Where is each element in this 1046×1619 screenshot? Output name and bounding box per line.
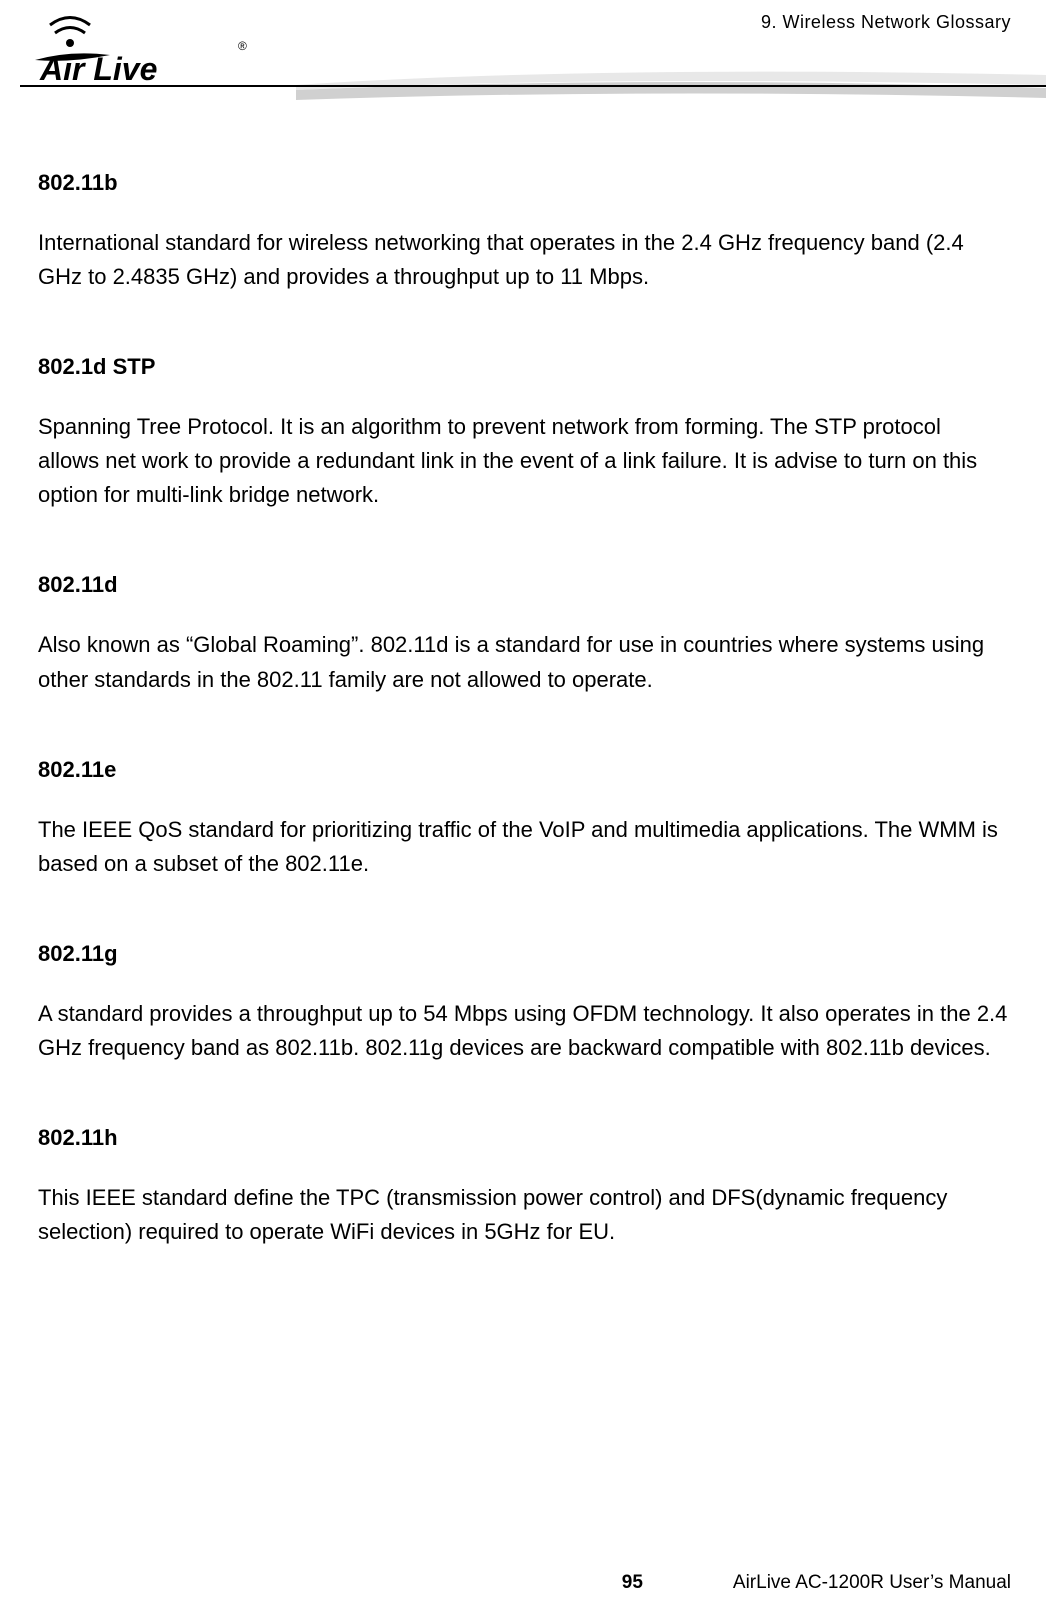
- glossary-entry: 802.1d STP Spanning Tree Protocol. It is…: [38, 354, 1008, 512]
- entry-heading: 802.11e: [38, 757, 1008, 783]
- page-footer: 95 AirLive AC-1200R User’s Manual: [0, 1572, 1011, 1594]
- content-area: 802.11b International standard for wirel…: [0, 120, 1046, 1249]
- entry-body: The IEEE QoS standard for prioritizing t…: [38, 813, 1008, 881]
- svg-text:Air Live: Air Live: [39, 51, 157, 85]
- entry-heading: 802.11d: [38, 572, 1008, 598]
- entry-heading: 802.11b: [38, 170, 1008, 196]
- glossary-entry: 802.11b International standard for wirel…: [38, 170, 1008, 294]
- entry-heading: 802.11h: [38, 1125, 1008, 1151]
- entry-body: Spanning Tree Protocol. It is an algorit…: [38, 410, 1008, 512]
- glossary-entry: 802.11g A standard provides a throughput…: [38, 941, 1008, 1065]
- chapter-title: 9. Wireless Network Glossary: [761, 12, 1011, 33]
- glossary-entry: 802.11h This IEEE standard define the TP…: [38, 1125, 1008, 1249]
- entry-heading: 802.1d STP: [38, 354, 1008, 380]
- glossary-entry: 802.11e The IEEE QoS standard for priori…: [38, 757, 1008, 881]
- svg-text:®: ®: [238, 39, 247, 53]
- manual-title: AirLive AC-1200R User’s Manual: [733, 1572, 1011, 1594]
- page-container: Air Live ® 9. Wireless Network Glossary …: [0, 0, 1046, 1619]
- entry-body: International standard for wireless netw…: [38, 226, 1008, 294]
- page-number: 95: [622, 1572, 643, 1594]
- entry-body: A standard provides a throughput up to 5…: [38, 997, 1008, 1065]
- entry-body: This IEEE standard define the TPC (trans…: [38, 1181, 1008, 1249]
- brand-logo: Air Live ®: [20, 5, 250, 85]
- entry-body: Also known as “Global Roaming”. 802.11d …: [38, 628, 1008, 696]
- airlive-logo-icon: Air Live ®: [20, 5, 250, 85]
- header-divider: [20, 85, 1046, 87]
- entry-heading: 802.11g: [38, 941, 1008, 967]
- glossary-entry: 802.11d Also known as “Global Roaming”. …: [38, 572, 1008, 696]
- page-header: Air Live ® 9. Wireless Network Glossary: [0, 0, 1046, 120]
